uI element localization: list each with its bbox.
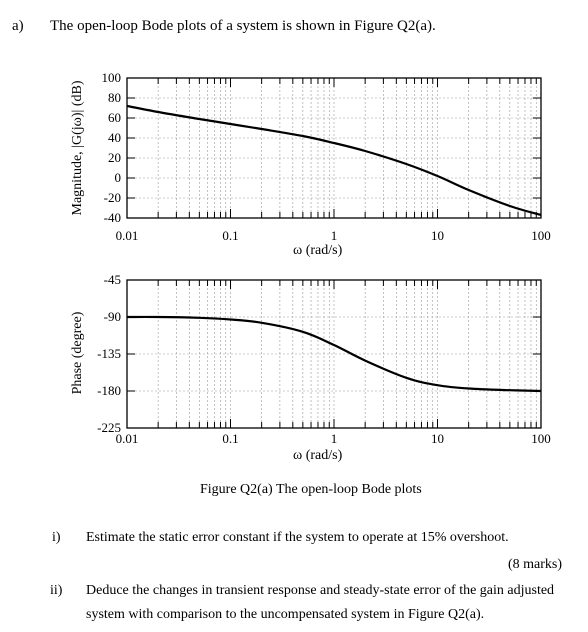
phase-curve bbox=[126, 315, 542, 393]
mag-y-tick-label: -20 bbox=[103, 190, 121, 205]
question-ii-label: ii) bbox=[50, 583, 63, 598]
mag-x-tick-label: 100 bbox=[531, 228, 551, 243]
phase-x-axis-label: ω (rad/s) bbox=[293, 448, 343, 463]
magnitude-grid bbox=[127, 78, 541, 218]
ph-y-tick-label: -135 bbox=[97, 346, 121, 361]
magnitude-plot-frame bbox=[126, 77, 542, 219]
mag-y-tick-label: 20 bbox=[108, 150, 121, 165]
ph-x-tick-label: 0.1 bbox=[222, 431, 239, 446]
mag-y-tick-label: 100 bbox=[101, 70, 122, 85]
mag-y-tick-label: 40 bbox=[108, 130, 121, 145]
ph-x-tick-label: 1 bbox=[330, 431, 338, 446]
mag-y-tick-label: 0 bbox=[114, 170, 122, 185]
question-ii-text-line1: Deduce the changes in transient response… bbox=[86, 583, 555, 598]
phase-grid bbox=[127, 280, 541, 428]
question-i-text: Estimate the static error constant if th… bbox=[86, 530, 509, 545]
ph-x-tick-label: 0.01 bbox=[115, 431, 139, 446]
phase-plot-frame bbox=[126, 279, 542, 429]
magnitude-x-axis-label: ω (rad/s) bbox=[293, 243, 343, 258]
question-i-marks: (8 marks) bbox=[508, 557, 563, 572]
magnitude-y-axis-label: Magnitude, |G(jω)| (dB) bbox=[70, 80, 85, 216]
mag-x-tick-label: 10 bbox=[431, 228, 444, 243]
mag-x-tick-label: 0.01 bbox=[115, 228, 139, 243]
ph-x-tick-label: 10 bbox=[431, 431, 444, 446]
magnitude-curve bbox=[126, 104, 542, 217]
ph-y-tick-label: -90 bbox=[103, 309, 121, 324]
mag-y-tick-label: 60 bbox=[108, 110, 121, 125]
mag-y-tick-label: 80 bbox=[108, 90, 121, 105]
ph-y-tick-label: -180 bbox=[97, 383, 121, 398]
mag-x-tick-label: 0.1 bbox=[222, 228, 239, 243]
question-i-label: i) bbox=[52, 530, 61, 545]
ph-y-tick-label: -225 bbox=[97, 420, 121, 435]
mag-y-tick-label: -40 bbox=[103, 210, 121, 225]
mag-x-tick-label: 1 bbox=[330, 228, 338, 243]
magnitude-tick-marks bbox=[127, 77, 541, 219]
ph-x-tick-label: 100 bbox=[531, 431, 551, 446]
phase-y-axis-label: Phase (degree) bbox=[70, 311, 85, 395]
part-label: a) bbox=[12, 18, 24, 34]
figure-caption: Figure Q2(a) The open-loop Bode plots bbox=[200, 482, 422, 497]
ph-y-tick-label: -45 bbox=[103, 272, 121, 287]
question-ii-text-line2: system with comparison to the uncompensa… bbox=[86, 607, 485, 622]
part-intro-text: The open-loop Bode plots of a system is … bbox=[50, 18, 436, 34]
